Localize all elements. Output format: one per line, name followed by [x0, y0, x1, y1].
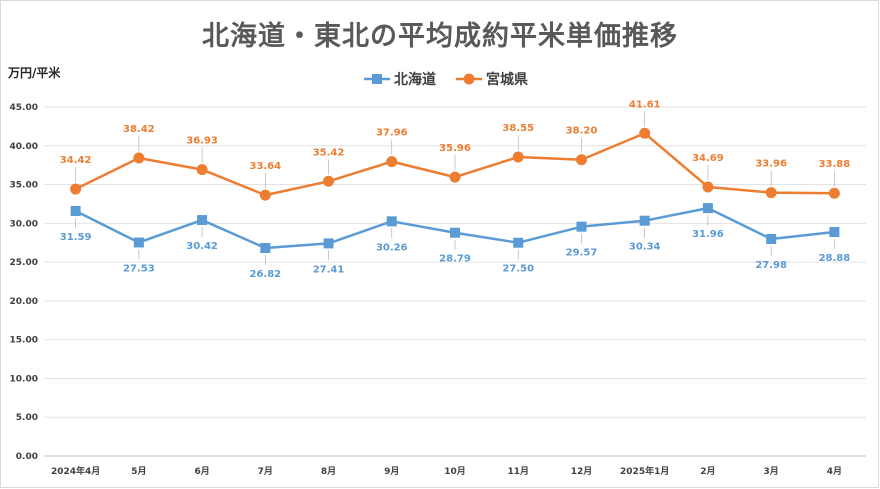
- x-tick-label: 3月: [764, 466, 779, 477]
- y-tick-label: 5.00: [16, 413, 38, 423]
- data-label: 30.34: [629, 242, 661, 253]
- y-tick-label: 35.00: [10, 181, 38, 191]
- data-label: 31.96: [692, 229, 724, 240]
- data-label: 26.82: [249, 269, 281, 280]
- data-label: 34.42: [60, 155, 92, 166]
- data-point: [133, 152, 145, 164]
- series-宮城県: 34.42 38.42 36.93 33.64 35.42 37.96 35.96 38.55…: [60, 99, 851, 201]
- legend-label: 北海道: [394, 71, 436, 88]
- data-label: 27.41: [313, 264, 345, 275]
- data-point: [575, 154, 587, 166]
- data-point: [829, 227, 840, 238]
- y-tick-label: 40.00: [10, 142, 38, 152]
- data-point: [323, 238, 334, 249]
- data-label: 30.26: [376, 242, 408, 253]
- y-tick-label: 20.00: [10, 297, 38, 307]
- data-point: [197, 215, 208, 226]
- x-tick-label: 10月: [444, 466, 466, 477]
- legend-marker: [463, 73, 475, 85]
- x-tick-label: 2024年4月: [51, 465, 100, 477]
- data-point: [323, 175, 335, 187]
- x-tick-label: 11月: [507, 466, 529, 477]
- data-point: [766, 233, 777, 244]
- legend-label: 宮城県: [486, 71, 528, 88]
- x-tick-label: 2月: [700, 466, 715, 477]
- data-label: 31.59: [60, 232, 92, 243]
- legend: 北海道 宮城県: [364, 71, 528, 88]
- data-point: [70, 183, 82, 195]
- x-tick-label: 8月: [321, 466, 336, 477]
- data-label: 27.50: [502, 264, 534, 275]
- data-point: [133, 237, 144, 248]
- x-tick-label: 12月: [571, 466, 593, 477]
- series-北海道: 31.59 27.53 30.42 26.82 27.41 30.26 28.79 27.50…: [60, 203, 850, 280]
- data-point: [70, 206, 81, 217]
- y-axis-unit: 万円/平米: [8, 66, 61, 80]
- data-point: [828, 187, 840, 199]
- data-label: 33.64: [249, 161, 281, 172]
- data-point: [765, 187, 777, 199]
- data-point: [639, 215, 650, 226]
- x-tick-label: 2025年1月: [620, 465, 669, 477]
- data-label: 41.61: [629, 99, 661, 110]
- data-point: [449, 171, 461, 183]
- x-tick-label: 4月: [827, 466, 842, 477]
- y-axis-ticks: 0.00 5.00 10.00 15.00 20.00 25.00 30.00 35.00 40…: [10, 103, 38, 462]
- data-label: 38.55: [502, 123, 534, 134]
- data-point: [512, 151, 524, 163]
- data-label: 30.42: [186, 241, 218, 252]
- legend-marker: [372, 74, 382, 84]
- x-tick-label: 9月: [384, 466, 399, 477]
- gridlines: [44, 106, 866, 457]
- x-tick-label: 5月: [131, 466, 146, 477]
- data-label: 37.96: [376, 128, 408, 139]
- data-label: 33.88: [819, 159, 851, 170]
- y-tick-label: 0.00: [16, 452, 38, 462]
- data-label: 35.96: [439, 143, 471, 154]
- x-tick-label: 6月: [194, 466, 209, 477]
- data-label: 28.88: [819, 253, 851, 264]
- data-point: [386, 216, 397, 227]
- legend-item: 北海道: [364, 71, 436, 88]
- data-label: 38.20: [566, 126, 598, 137]
- x-axis-ticks: 2024年4月 5月 6月 7月 8月 9月 10月 11月 12月 2025年1月 2月 3月 4月: [51, 465, 842, 477]
- y-tick-label: 45.00: [10, 103, 38, 113]
- data-label: 27.53: [123, 263, 155, 274]
- y-tick-label: 10.00: [10, 374, 38, 384]
- x-tick-label: 7月: [258, 466, 273, 477]
- data-point: [576, 221, 587, 232]
- data-label: 27.98: [755, 260, 787, 271]
- y-tick-label: 30.00: [10, 219, 38, 229]
- data-label: 36.93: [186, 136, 218, 147]
- chart-title: 北海道・東北の平均成約平米単価推移: [202, 21, 678, 52]
- series-group: 31.59 27.53 30.42 26.82 27.41 30.26 28.79 27.50…: [60, 99, 850, 280]
- data-point: [386, 156, 398, 168]
- data-label: 34.69: [692, 153, 724, 164]
- data-label: 38.42: [123, 124, 155, 135]
- data-label: 35.42: [313, 147, 345, 158]
- data-label: 29.57: [566, 248, 598, 259]
- data-point: [260, 242, 271, 253]
- data-point: [702, 203, 713, 214]
- y-tick-label: 25.00: [10, 258, 38, 268]
- y-tick-label: 15.00: [10, 336, 38, 346]
- data-label: 28.79: [439, 254, 471, 265]
- data-label: 33.96: [755, 159, 787, 170]
- legend-item: 宮城県: [456, 71, 528, 88]
- data-point: [259, 189, 271, 201]
- data-point: [450, 227, 460, 238]
- data-point: [196, 164, 208, 176]
- data-point: [702, 181, 714, 193]
- data-point: [513, 237, 524, 248]
- data-point: [639, 127, 651, 139]
